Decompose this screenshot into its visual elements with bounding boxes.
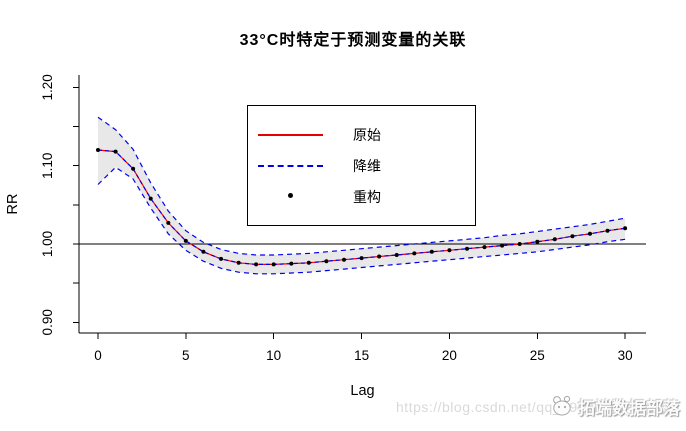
data-point [201,249,206,254]
data-point [412,251,417,256]
legend-box: 原始 降维 重构 [247,105,476,226]
data-point [359,256,364,261]
data-point [289,261,294,266]
data-point [552,237,557,242]
watermark-brand-text: 拓端数据部落 [578,398,680,418]
y-tick-label: 1.10 [40,153,55,179]
legend-solid-line-sample [258,134,323,136]
data-point [113,149,118,154]
x-tick-label: 10 [266,348,281,363]
data-point [500,243,505,248]
legend-point-sample [288,193,293,198]
data-point [377,254,382,259]
x-tick-label: 5 [182,348,190,363]
data-point [623,226,628,231]
y-tick-label: 1.20 [40,74,55,100]
reconstructed-points [96,148,628,267]
watermark-brand: 拓端数据部落 [550,392,680,420]
reduced-ci-lower-line [97,166,626,275]
y-tick-label: 0.90 [40,309,55,335]
y-axis-title: RR [5,194,21,215]
data-point [183,238,188,243]
x-tick-label: 15 [354,348,369,363]
legend-dashed-line-sample [258,165,323,167]
data-point [482,245,487,250]
axes [73,75,646,339]
data-point [342,257,346,262]
legend-label-reconstructed: 重构 [353,189,381,205]
data-point [271,262,276,267]
legend-label-reduced: 降维 [353,158,381,174]
legend-item-reduced: 降维 [248,156,475,176]
data-point [306,260,311,265]
data-point [517,242,522,246]
y-tick-label: 1.00 [40,231,55,257]
data-point [254,262,259,267]
data-point [148,196,153,201]
x-tick-label: 30 [618,348,633,363]
data-point [236,260,241,265]
data-point [535,239,540,244]
legend-item-reconstructed: 重构 [248,187,475,207]
data-point [394,253,399,257]
reduced-ci-upper-line [97,116,626,256]
data-point [447,248,452,253]
data-point [465,246,469,251]
data-point [131,166,136,171]
data-point [588,231,592,236]
tick-labels: 0 5 10 15 20 25 30 0.90 1.00 1.10 1.20 [40,74,633,363]
data-point [96,148,100,152]
data-point [324,259,329,264]
x-tick-label: 20 [442,348,457,363]
watermark-logo-icon [550,395,574,417]
data-point [570,234,575,239]
x-tick-label: 0 [94,348,102,363]
data-point [166,220,171,225]
data-point [429,249,434,254]
legend-item-original: 原始 [248,125,475,145]
legend-label-original: 原始 [353,127,381,143]
x-tick-label: 25 [530,348,545,363]
chart-title: 33°C时特定于预测变量的关联 [239,32,467,49]
data-point [605,228,610,233]
x-axis-title: Lag [350,383,374,399]
data-point [219,256,223,261]
